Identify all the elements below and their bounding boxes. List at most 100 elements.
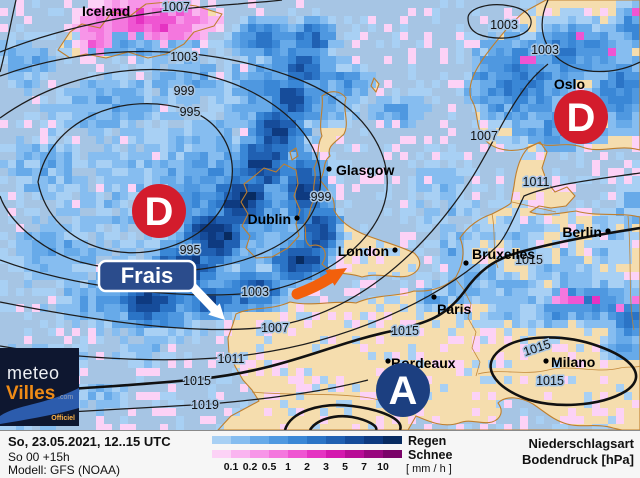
isobar-value-label: 999 [174,84,195,98]
isobar-value-label: 1003 [531,43,559,57]
isobar-value-label: 1011 [218,352,245,366]
legend-title-precip-type: Niederschlagsart [528,436,635,451]
city-dot [294,215,300,221]
isobar-value-label: 1003 [170,50,198,64]
snow-scale-step [288,450,307,458]
isobar-layer [0,0,640,430]
snow-scale-step [212,450,231,458]
rain-scale-step [288,436,307,444]
city-dot [543,358,549,364]
model-run: So 00 +15h [8,450,70,464]
legend-tick: 0.2 [242,461,258,473]
pressure-center-letter: D [567,96,596,140]
snow-scale-step [250,450,269,458]
logo-text-meteo: meteo [7,363,60,383]
isobar-corner [0,0,17,73]
legend-tick: 0.5 [261,461,277,473]
valid-datetime: So, 23.05.2021, 12..15 UTC [8,434,171,449]
city-label: Iceland [82,3,130,19]
isobar-value-label: 1003 [241,285,269,299]
pressure-center-low [554,90,608,144]
model-name: Modell: GFS (NOAA) [8,463,121,477]
isobar-value-label: 999 [311,190,332,204]
rain-scale-step [345,436,364,444]
snow-scale-step [364,450,383,458]
country-border [511,201,557,213]
legend-tick: 3 [323,461,329,473]
isobar-1003-closed [467,4,532,39]
snow-scale-step [269,450,288,458]
city-label: Berlin [562,224,602,240]
isobar-spain-inner [308,414,378,430]
rain-scale-step [231,436,250,444]
city-label: Paris [437,301,471,317]
logo-badge-officiel: Officiel [51,415,75,422]
snow-label: Schnee [408,448,453,462]
city-label: London [338,243,389,259]
info-bar: So, 23.05.2021, 12..15 UTC So 00 +15h Mo… [0,430,640,478]
isobar-1003 [0,50,388,296]
isobar-999 [0,68,322,273]
legend-tick: 10 [377,461,389,473]
isobar-1007 [0,63,549,331]
isobar-1007-north [0,0,283,53]
isobar-1011 [0,172,640,361]
rain-scale-step [383,436,402,444]
isobar-value-label: 1015 [515,253,543,267]
city-dot [463,260,469,266]
legend-tick: 2 [304,461,310,473]
flow-arrow [291,272,336,300]
city-dot [326,166,332,172]
logo-text-com: .com [58,394,74,401]
city-dot [431,294,437,300]
city-label: Oslo [554,76,585,92]
rain-scale-step [326,436,345,444]
pressure-center-letter: A [389,369,418,413]
precipitation-layer [0,0,640,430]
isobar-value-label: 1007 [470,129,498,143]
rain-scale-step [269,436,288,444]
city-dot [392,247,398,253]
isobar-value-label: 1003 [490,18,518,32]
isobar-1015-alps [489,336,638,407]
rain-color-scale [212,436,402,444]
isobar-value-label: 1019 [191,398,219,412]
rain-scale-step [307,436,326,444]
legend-tick: 5 [342,461,348,473]
rain-scale-step [250,436,269,444]
flow-arrow-head [325,268,347,286]
legend-tick: 7 [361,461,367,473]
snow-scale-step [383,450,402,458]
isobar-value-label: 1015 [536,374,564,388]
pressure-center-letter: D [145,190,174,234]
city-label: Milano [551,354,595,370]
legend-unit: [ mm / h ] [406,463,452,475]
city-label: Bruxelles [472,246,535,262]
isobar-spain-outer [283,403,402,430]
isobar-1015-main [0,226,640,395]
legend-tick: 0.1 [223,461,239,473]
cold-air-arrow [187,281,225,320]
rain-scale-step [364,436,383,444]
city-dot [605,228,611,234]
pressure-center-high [376,363,430,417]
isobar-labels: 995 995 999 999 1003 1003 1003 1003 1007 1007 1007… [161,0,566,414]
isobar-value-label: 995 [180,105,201,119]
snow-scale-step [326,450,345,458]
cold-air-label: Frais [121,263,174,288]
annotation-layer: Frais D D A [97,90,608,417]
cold-air-callout [97,259,197,293]
city-dot [385,358,391,364]
isobar-1003-norway [541,0,640,73]
logo-text-villes: Villes [6,383,56,404]
meteo-villes-logo: meteo Villes .com Officiel [0,348,79,426]
legend-title-pressure: Bodendruck [hPa] [522,452,634,467]
isobar-value-label: 1015 [183,374,211,388]
weather-map: 995 995 999 999 1003 1003 1003 1003 1007 1007 1007… [0,0,640,430]
isobar-995 [37,103,233,254]
snow-scale-step [307,450,326,458]
city-label: Dublin [247,211,291,227]
isobar-value-label: 1007 [261,321,289,335]
rain-scale-step [212,436,231,444]
